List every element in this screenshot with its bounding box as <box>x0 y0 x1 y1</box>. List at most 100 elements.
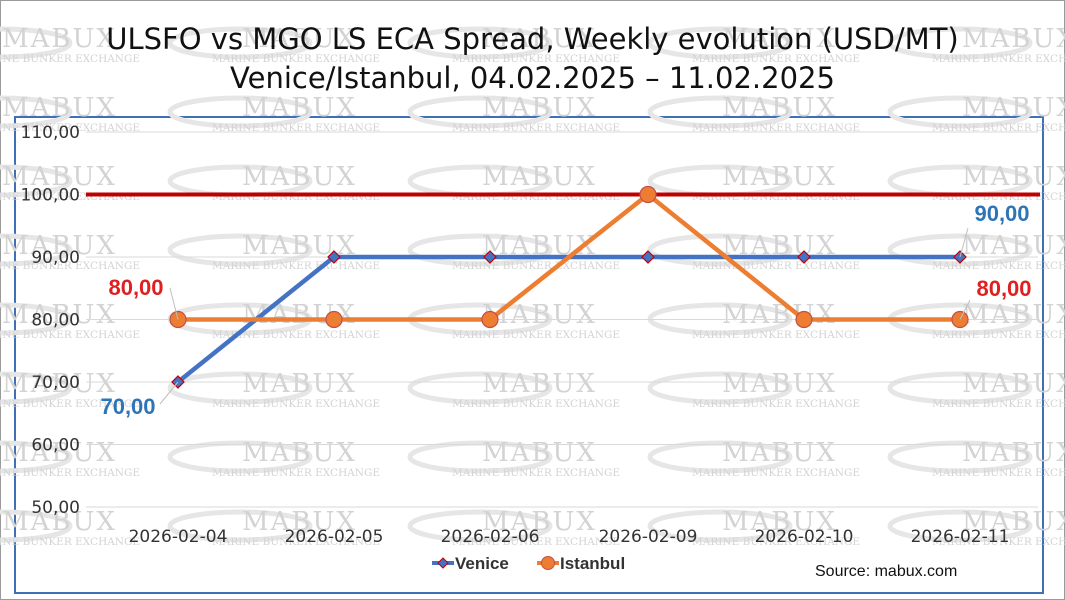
watermark-subtext: MARINE BUNKER EXCHANGE <box>692 467 860 479</box>
watermark-swoosh <box>167 95 313 129</box>
watermark-text: MABUX <box>962 369 1065 399</box>
watermark-swoosh <box>0 164 73 198</box>
watermark-subtext: MARINE BUNKER EXCHANGE <box>452 536 620 548</box>
watermark-swoosh <box>0 95 73 129</box>
watermark-subtext: MARINE BUNKER EXCHANGE <box>932 260 1065 272</box>
watermark-subtext: MARINE BUNKER EXCHANGE <box>212 467 380 479</box>
watermark-swoosh <box>407 371 553 405</box>
watermark-swoosh <box>887 95 1033 129</box>
watermark-text: MABUX <box>962 24 1065 54</box>
watermark-swoosh <box>0 233 73 267</box>
watermark-swoosh <box>167 26 313 60</box>
watermark-swoosh <box>167 233 313 267</box>
watermark-subtext: MARINE BUNKER EXCHANGE <box>932 329 1065 341</box>
watermark-text: MABUX <box>722 162 837 192</box>
watermark-text: MABUX <box>242 93 357 123</box>
watermark-swoosh <box>887 233 1033 267</box>
watermark-text: MABUX <box>962 93 1065 123</box>
watermark-text: MABUX <box>722 24 837 54</box>
leader-line <box>159 381 179 405</box>
legend-item-istanbul: Istanbul <box>537 554 625 573</box>
watermark-subtext: MARINE BUNKER EXCHANGE <box>452 329 620 341</box>
leader-line <box>959 299 971 320</box>
watermark-subtext: MARINE BUNKER EXCHANGE <box>932 53 1065 65</box>
watermark-subtext: MARINE BUNKER EXCHANGE <box>452 122 620 134</box>
watermark-subtext: MARINE BUNKER EXCHANGE <box>0 329 140 341</box>
watermark-text: MABUX <box>482 507 597 537</box>
watermark-subtext: MARINE BUNKER EXCHANGE <box>692 53 860 65</box>
watermark-text: MABUX <box>242 438 357 468</box>
y-tick-label: 90,00 <box>31 248 80 268</box>
watermark-text: MABUX <box>722 507 837 537</box>
watermark-text: MABUX <box>962 162 1065 192</box>
watermark-subtext: MARINE BUNKER EXCHANGE <box>452 53 620 65</box>
watermark-subtext: MARINE BUNKER EXCHANGE <box>212 53 380 65</box>
watermark-subtext: MARINE BUNKER EXCHANGE <box>0 122 140 134</box>
legend-marker <box>437 557 449 569</box>
y-tick-label: 100,00 <box>21 186 80 206</box>
leader-line <box>169 287 179 320</box>
chart-subtitle: Venice/Istanbul, 04.02.2025 – 11.02.2025 <box>230 61 835 95</box>
watermark-swoosh <box>167 440 313 474</box>
data-labels: 70,00 90,00 80,00 80,00 <box>100 201 1031 419</box>
watermark-swoosh <box>647 509 793 543</box>
legend-marker <box>541 556 555 570</box>
x-tick-label: 2026-02-10 <box>755 527 854 547</box>
watermark-subtext: MARINE BUNKER EXCHANGE <box>212 260 380 272</box>
legend-item-venice: Venice <box>432 554 509 573</box>
watermark-text: MABUX <box>2 369 117 399</box>
chart-title: ULSFO vs MGO LS ECA Spread, Weekly evolu… <box>106 22 959 56</box>
watermark-subtext: MARINE BUNKER EXCHANGE <box>0 536 140 548</box>
legend-label: Venice <box>455 554 509 573</box>
x-tick-label: 2026-02-06 <box>441 527 540 547</box>
watermark-swoosh <box>647 95 793 129</box>
watermark-subtext: MARINE BUNKER EXCHANGE <box>0 467 140 479</box>
y-tick-label: 50,00 <box>31 498 80 518</box>
watermark-text: MABUX <box>2 93 117 123</box>
watermark-text: MABUX <box>482 93 597 123</box>
marker-istanbul <box>795 310 813 329</box>
x-tick-label: 2026-02-05 <box>285 527 384 547</box>
watermark-subtext: MARINE BUNKER EXCHANGE <box>692 122 860 134</box>
watermark-subtext: MARINE BUNKER EXCHANGE <box>932 398 1065 410</box>
watermark-text: MABUX <box>962 231 1065 261</box>
data-label-istanbul: 80,00 <box>108 275 163 300</box>
data-label-istanbul: 80,00 <box>976 276 1031 301</box>
watermark-swoosh <box>167 371 313 405</box>
watermark-text: MABUX <box>242 507 357 537</box>
watermark-swoosh <box>0 440 73 474</box>
watermark-text: MABUX <box>722 369 837 399</box>
y-tick-label: 110,00 <box>21 123 80 143</box>
series-markers <box>169 185 969 389</box>
watermark-subtext: MARINE BUNKER EXCHANGE <box>0 398 140 410</box>
watermark-swoosh <box>407 233 553 267</box>
watermark-subtext: MARINE BUNKER EXCHANGE <box>692 536 860 548</box>
watermark-swoosh <box>887 26 1033 60</box>
watermark-subtext: MARINE BUNKER EXCHANGE <box>932 536 1065 548</box>
watermark-swoosh <box>647 233 793 267</box>
watermark-swoosh <box>887 509 1033 543</box>
watermark-swoosh <box>407 509 553 543</box>
marker-venice <box>797 250 811 264</box>
watermark-text: MABUX <box>242 162 357 192</box>
